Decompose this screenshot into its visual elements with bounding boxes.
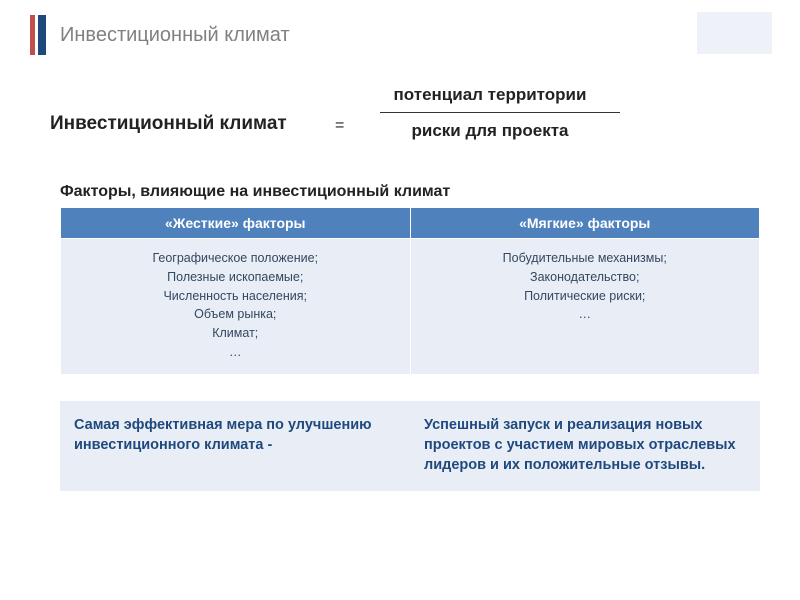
- page-title: Инвестиционный климат: [60, 24, 290, 47]
- formula-denominator: риски для проекта: [360, 117, 620, 141]
- table-header-soft: «Мягкие» факторы: [410, 208, 760, 239]
- conclusion-left: Самая эффективная мера по улучшению инве…: [60, 401, 410, 492]
- formula-label: Инвестиционный климат: [50, 113, 287, 135]
- table-row: Географическое положение; Полезные ископ…: [61, 239, 760, 375]
- fraction-line: [380, 112, 620, 113]
- page-number-box: [697, 12, 772, 54]
- table-header-hard: «Жесткие» факторы: [61, 208, 411, 239]
- formula-equals: =: [335, 117, 344, 135]
- formula-numerator: потенциал территории: [360, 85, 620, 108]
- content-area: Инвестиционный климат = потенциал террит…: [60, 85, 760, 491]
- hard-factors-cell: Географическое положение; Полезные ископ…: [61, 239, 411, 375]
- formula-block: Инвестиционный климат = потенциал террит…: [60, 85, 760, 175]
- table-header-row: «Жесткие» факторы «Мягкие» факторы: [61, 208, 760, 239]
- soft-factors-cell: Побудительные механизмы; Законодательств…: [410, 239, 760, 375]
- conclusion-right: Успешный запуск и реализация новых проек…: [410, 401, 760, 492]
- slide: Инвестиционный климат Инвестиционный кли…: [0, 0, 800, 600]
- accent-bar-blue: [38, 15, 46, 55]
- title-bar: Инвестиционный климат: [30, 15, 290, 55]
- accent-bar-red: [30, 15, 35, 55]
- factors-subheading: Факторы, влияющие на инвестиционный клим…: [60, 183, 760, 201]
- factors-table: «Жесткие» факторы «Мягкие» факторы Геогр…: [60, 207, 760, 375]
- conclusion-box: Самая эффективная мера по улучшению инве…: [60, 401, 760, 492]
- formula-fraction: потенциал территории риски для проекта: [360, 85, 620, 141]
